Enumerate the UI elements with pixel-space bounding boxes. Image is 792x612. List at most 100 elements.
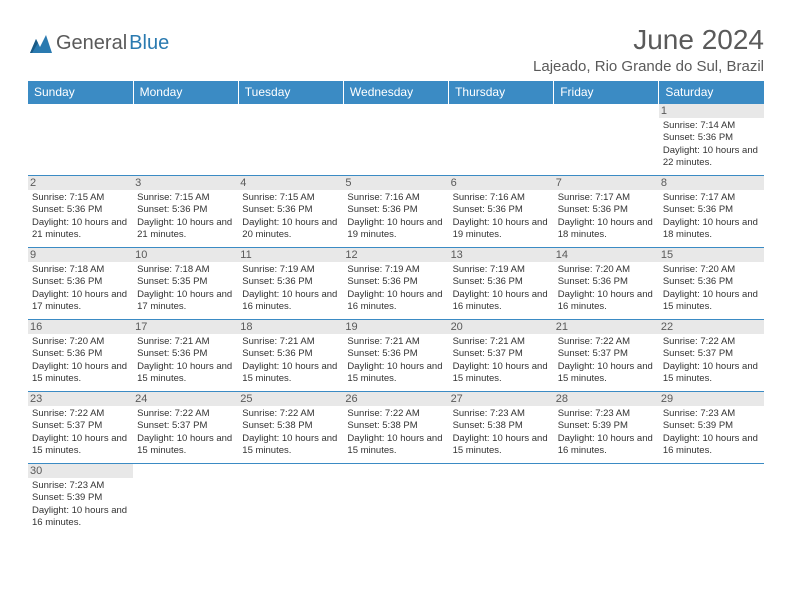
weekday-header: Wednesday: [343, 81, 448, 104]
day-info: Sunrise: 7:21 AMSunset: 5:36 PMDaylight:…: [242, 336, 339, 385]
calendar-day-cell: 16 Sunrise: 7:20 AMSunset: 5:36 PMDayligh…: [28, 320, 133, 392]
day-number: 15: [659, 248, 764, 262]
weekday-header-row: SundayMondayTuesdayWednesdayThursdayFrid…: [28, 81, 764, 104]
day-number: 5: [343, 176, 448, 190]
day-info: Sunrise: 7:22 AMSunset: 5:38 PMDaylight:…: [347, 408, 444, 457]
day-number: 9: [28, 248, 133, 262]
day-number: 12: [343, 248, 448, 262]
day-info: Sunrise: 7:15 AMSunset: 5:36 PMDaylight:…: [32, 192, 129, 241]
weekday-header: Friday: [554, 81, 659, 104]
calendar-day-cell: 8 Sunrise: 7:17 AMSunset: 5:36 PMDaylight…: [659, 176, 764, 248]
logo-text-suffix: Blue: [129, 32, 169, 55]
day-info: Sunrise: 7:22 AMSunset: 5:37 PMDaylight:…: [32, 408, 129, 457]
day-info: Sunrise: 7:15 AMSunset: 5:36 PMDaylight:…: [137, 192, 234, 241]
day-info: Sunrise: 7:16 AMSunset: 5:36 PMDaylight:…: [347, 192, 444, 241]
page-title: June 2024: [533, 24, 764, 56]
day-info: Sunrise: 7:23 AMSunset: 5:39 PMDaylight:…: [663, 408, 760, 457]
day-number: 30: [28, 464, 133, 478]
day-number: 11: [238, 248, 343, 262]
calendar-day-cell: 1Sunrise: 7:14 AMSunset: 5:36 PMDaylight…: [659, 104, 764, 176]
calendar-day-cell: 26Sunrise: 7:22 AMSunset: 5:38 PMDayligh…: [343, 392, 448, 464]
day-number: 18: [238, 320, 343, 334]
calendar-empty-cell: [28, 104, 133, 176]
day-number: 25: [238, 392, 343, 406]
calendar-day-cell: 13Sunrise: 7:19 AMSunset: 5:36 PMDayligh…: [449, 248, 554, 320]
calendar-day-cell: 21Sunrise: 7:22 AMSunset: 5:37 PMDayligh…: [554, 320, 659, 392]
calendar-empty-cell: [343, 104, 448, 176]
day-info: Sunrise: 7:20 AMSunset: 5:36 PMDaylight:…: [663, 264, 760, 313]
calendar-day-cell: 20Sunrise: 7:21 AMSunset: 5:37 PMDayligh…: [449, 320, 554, 392]
day-number: 23: [28, 392, 133, 406]
calendar-empty-cell: [238, 464, 343, 536]
calendar-day-cell: 5 Sunrise: 7:16 AMSunset: 5:36 PMDaylight…: [343, 176, 448, 248]
calendar-day-cell: 18 Sunrise: 7:21 AMSunset: 5:36 PMDayligh…: [238, 320, 343, 392]
calendar-empty-cell: [659, 464, 764, 536]
day-number: 28: [554, 392, 659, 406]
calendar-day-cell: 4Sunrise: 7:15 AMSunset: 5:36 PMDaylight…: [238, 176, 343, 248]
calendar-table: SundayMondayTuesdayWednesdayThursdayFrid…: [28, 81, 764, 536]
calendar-empty-cell: [449, 104, 554, 176]
day-number: 24: [133, 392, 238, 406]
day-info: Sunrise: 7:21 AMSunset: 5:36 PMDaylight:…: [137, 336, 234, 385]
calendar-day-cell: 29 Sunrise: 7:23 AMSunset: 5:39 PMDayligh…: [659, 392, 764, 464]
logo-icon: [28, 33, 54, 55]
day-number: 22: [659, 320, 764, 334]
day-number: 16: [28, 320, 133, 334]
day-info: Sunrise: 7:14 AMSunset: 5:36 PMDaylight:…: [663, 120, 760, 169]
calendar-day-cell: 3 Sunrise: 7:15 AMSunset: 5:36 PMDaylight…: [133, 176, 238, 248]
calendar-day-cell: 2Sunrise: 7:15 AMSunset: 5:36 PMDaylight…: [28, 176, 133, 248]
calendar-day-cell: 30 Sunrise: 7:23 AMSunset: 5:39 PMDayligh…: [28, 464, 133, 536]
calendar-day-cell: 24 Sunrise: 7:22 AMSunset: 5:37 PMDayligh…: [133, 392, 238, 464]
calendar-week-row: 16 Sunrise: 7:20 AMSunset: 5:36 PMDayligh…: [28, 320, 764, 392]
day-info: Sunrise: 7:15 AMSunset: 5:36 PMDaylight:…: [242, 192, 339, 241]
day-number: 20: [449, 320, 554, 334]
calendar-empty-cell: [343, 464, 448, 536]
calendar-day-cell: 7Sunrise: 7:17 AMSunset: 5:36 PMDaylight…: [554, 176, 659, 248]
day-number: 29: [659, 392, 764, 406]
day-info: Sunrise: 7:23 AMSunset: 5:39 PMDaylight:…: [32, 480, 129, 529]
calendar-day-cell: 28Sunrise: 7:23 AMSunset: 5:39 PMDayligh…: [554, 392, 659, 464]
weekday-header: Saturday: [659, 81, 764, 104]
day-info: Sunrise: 7:22 AMSunset: 5:37 PMDaylight:…: [663, 336, 760, 385]
calendar-day-cell: 15 Sunrise: 7:20 AMSunset: 5:36 PMDayligh…: [659, 248, 764, 320]
calendar-day-cell: 14 Sunrise: 7:20 AMSunset: 5:36 PMDayligh…: [554, 248, 659, 320]
calendar-empty-cell: [238, 104, 343, 176]
calendar-empty-cell: [554, 464, 659, 536]
calendar-day-cell: 23 Sunrise: 7:22 AMSunset: 5:37 PMDayligh…: [28, 392, 133, 464]
weekday-header: Sunday: [28, 81, 133, 104]
day-info: Sunrise: 7:17 AMSunset: 5:36 PMDaylight:…: [558, 192, 655, 241]
day-info: Sunrise: 7:22 AMSunset: 5:38 PMDaylight:…: [242, 408, 339, 457]
weekday-header: Monday: [133, 81, 238, 104]
page-header: GeneralBlue June 2024 Lajeado, Rio Grand…: [28, 24, 764, 75]
calendar-day-cell: 11 Sunrise: 7:19 AMSunset: 5:36 PMDayligh…: [238, 248, 343, 320]
title-block: June 2024 Lajeado, Rio Grande do Sul, Br…: [533, 24, 764, 75]
calendar-day-cell: 27Sunrise: 7:23 AMSunset: 5:38 PMDayligh…: [449, 392, 554, 464]
day-number: 14: [554, 248, 659, 262]
day-number: 17: [133, 320, 238, 334]
calendar-empty-cell: [449, 464, 554, 536]
day-info: Sunrise: 7:20 AMSunset: 5:36 PMDaylight:…: [558, 264, 655, 313]
day-number: 8: [659, 176, 764, 190]
day-number: 19: [343, 320, 448, 334]
day-info: Sunrise: 7:17 AMSunset: 5:36 PMDaylight:…: [663, 192, 760, 241]
calendar-empty-cell: [133, 104, 238, 176]
calendar-day-cell: 25 Sunrise: 7:22 AMSunset: 5:38 PMDayligh…: [238, 392, 343, 464]
day-info: Sunrise: 7:19 AMSunset: 5:36 PMDaylight:…: [242, 264, 339, 313]
weekday-header: Tuesday: [238, 81, 343, 104]
calendar-week-row: 1Sunrise: 7:14 AMSunset: 5:36 PMDaylight…: [28, 104, 764, 176]
day-number: 21: [554, 320, 659, 334]
day-info: Sunrise: 7:22 AMSunset: 5:37 PMDaylight:…: [137, 408, 234, 457]
day-info: Sunrise: 7:20 AMSunset: 5:36 PMDaylight:…: [32, 336, 129, 385]
weekday-header: Thursday: [449, 81, 554, 104]
calendar-day-cell: 19 Sunrise: 7:21 AMSunset: 5:36 PMDayligh…: [343, 320, 448, 392]
day-number: 3: [133, 176, 238, 190]
calendar-day-cell: 22 Sunrise: 7:22 AMSunset: 5:37 PMDayligh…: [659, 320, 764, 392]
day-info: Sunrise: 7:18 AMSunset: 5:36 PMDaylight:…: [32, 264, 129, 313]
day-info: Sunrise: 7:19 AMSunset: 5:36 PMDaylight:…: [347, 264, 444, 313]
calendar-day-cell: 6Sunrise: 7:16 AMSunset: 5:36 PMDaylight…: [449, 176, 554, 248]
day-info: Sunrise: 7:23 AMSunset: 5:38 PMDaylight:…: [453, 408, 550, 457]
day-info: Sunrise: 7:21 AMSunset: 5:36 PMDaylight:…: [347, 336, 444, 385]
logo-text-prefix: General: [56, 32, 127, 55]
calendar-week-row: 9 Sunrise: 7:18 AMSunset: 5:36 PMDaylight…: [28, 248, 764, 320]
calendar-day-cell: 9 Sunrise: 7:18 AMSunset: 5:36 PMDaylight…: [28, 248, 133, 320]
